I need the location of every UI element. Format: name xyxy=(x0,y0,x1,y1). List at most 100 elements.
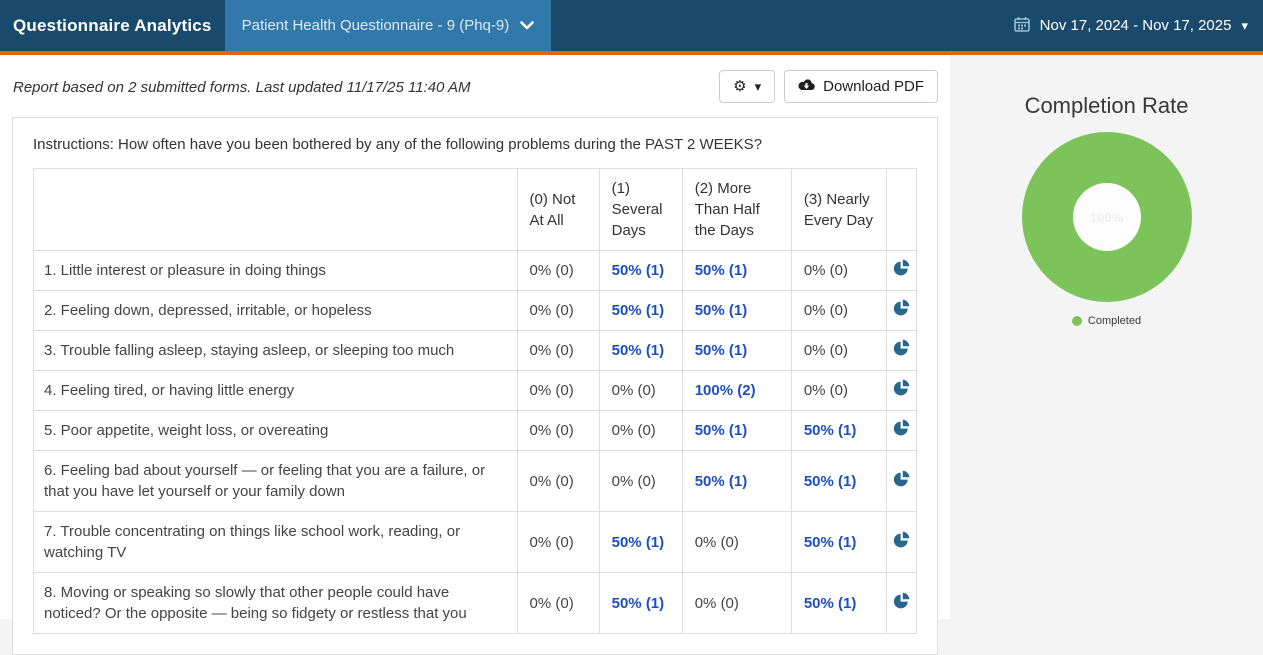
value-cell[interactable]: 50% (1) xyxy=(681,410,792,451)
column-header-not-at-all: (0) Not At All xyxy=(516,168,600,251)
completion-rate-panel: Completion Rate 100% Completed xyxy=(950,55,1263,619)
results-table: (0) Not At All (1) Several Days (2) More… xyxy=(33,168,918,634)
question-cell: 6. Feeling bad about yourself — or feeli… xyxy=(33,450,518,512)
table-row: 8. Moving or speaking so slowly that oth… xyxy=(33,572,918,634)
column-header-several-days: (1) Several Days xyxy=(598,168,683,251)
question-cell: 4. Feeling tired, or having little energ… xyxy=(33,370,518,411)
value-cell[interactable]: 0% (0) xyxy=(598,410,683,451)
table-row: 6. Feeling bad about yourself — or feeli… xyxy=(33,450,918,512)
value-cell[interactable]: 50% (1) xyxy=(681,330,792,371)
value-cell[interactable]: 50% (1) xyxy=(598,250,683,291)
row-pie-chart-button[interactable] xyxy=(885,370,918,411)
value-cell[interactable]: 50% (1) xyxy=(681,290,792,331)
value-cell[interactable]: 0% (0) xyxy=(790,250,887,291)
value-cell[interactable]: 50% (1) xyxy=(790,410,887,451)
questionnaire-selector-label: Patient Health Questionnaire - 9 (Phq-9) xyxy=(241,17,510,34)
chevron-down-icon xyxy=(520,17,535,34)
value-cell[interactable]: 0% (0) xyxy=(681,572,792,634)
completion-rate-donut-chart[interactable]: 100% xyxy=(1021,132,1192,302)
question-column-header xyxy=(33,168,518,251)
value-cell[interactable]: 0% (0) xyxy=(598,450,683,512)
row-pie-chart-button[interactable] xyxy=(885,250,918,291)
cloud-download-icon xyxy=(798,78,815,95)
table-row: 3. Trouble falling asleep, staying aslee… xyxy=(33,330,918,371)
settings-button[interactable]: ⚙ ▾ xyxy=(719,70,776,103)
pie-chart-icon xyxy=(893,339,910,360)
value-cell[interactable]: 0% (0) xyxy=(516,330,600,371)
value-cell[interactable]: 50% (1) xyxy=(598,511,683,573)
download-pdf-button[interactable]: Download PDF xyxy=(784,70,938,103)
value-cell[interactable]: 0% (0) xyxy=(516,410,600,451)
row-pie-chart-button[interactable] xyxy=(885,410,918,451)
pie-chart-icon xyxy=(893,419,910,440)
questionnaire-report-card: Instructions: How often have you been bo… xyxy=(12,117,938,655)
value-cell[interactable]: 0% (0) xyxy=(516,511,600,573)
caret-down-icon: ▾ xyxy=(1241,18,1248,33)
app-title: Questionnaire Analytics xyxy=(13,15,212,35)
report-summary: Report based on 2 submitted forms. Last … xyxy=(13,79,471,96)
value-cell[interactable]: 100% (2) xyxy=(681,370,792,411)
calendar-icon xyxy=(1013,16,1030,36)
table-header-row: (0) Not At All (1) Several Days (2) More… xyxy=(33,168,918,251)
table-row: 1. Little interest or pleasure in doing … xyxy=(33,250,918,291)
header-spacer xyxy=(551,0,998,51)
value-cell[interactable]: 0% (0) xyxy=(516,290,600,331)
row-pie-chart-button[interactable] xyxy=(885,450,918,512)
pie-chart-icon xyxy=(893,299,910,320)
value-cell[interactable]: 50% (1) xyxy=(681,450,792,512)
pie-chart-icon xyxy=(893,259,910,280)
value-cell[interactable]: 50% (1) xyxy=(790,450,887,512)
date-range-picker[interactable]: Nov 17, 2024 - Nov 17, 2025 ▾ xyxy=(999,0,1263,51)
questionnaire-selector[interactable]: Patient Health Questionnaire - 9 (Phq-9) xyxy=(224,0,552,51)
value-cell[interactable]: 0% (0) xyxy=(516,370,600,411)
row-pie-chart-button[interactable] xyxy=(885,572,918,634)
value-cell[interactable]: 50% (1) xyxy=(598,290,683,331)
table-row: 7. Trouble concentrating on things like … xyxy=(33,511,918,573)
value-cell[interactable]: 0% (0) xyxy=(516,450,600,512)
row-pie-chart-button[interactable] xyxy=(885,290,918,331)
main-content: Report based on 2 submitted forms. Last … xyxy=(0,55,950,655)
table-row: 2. Feeling down, depressed, irritable, o… xyxy=(33,290,918,331)
value-cell[interactable]: 50% (1) xyxy=(681,250,792,291)
table-row: 4. Feeling tired, or having little energ… xyxy=(33,370,918,411)
value-cell[interactable]: 0% (0) xyxy=(790,290,887,331)
value-cell[interactable]: 0% (0) xyxy=(516,250,600,291)
pie-chart-icon xyxy=(893,379,910,400)
value-cell[interactable]: 50% (1) xyxy=(598,572,683,634)
question-cell: 3. Trouble falling asleep, staying aslee… xyxy=(33,330,518,371)
value-cell[interactable]: 50% (1) xyxy=(790,511,887,573)
value-cell[interactable]: 0% (0) xyxy=(598,370,683,411)
table-row: 5. Poor appetite, weight loss, or overea… xyxy=(33,410,918,451)
caret-down-icon: ▾ xyxy=(754,79,762,94)
value-cell[interactable]: 0% (0) xyxy=(790,370,887,411)
app-header: Questionnaire Analytics Patient Health Q… xyxy=(0,0,1263,55)
donut-legend: Completed xyxy=(1071,315,1142,327)
completion-rate-title: Completion Rate xyxy=(1024,93,1189,118)
row-pie-chart-button[interactable] xyxy=(885,511,918,573)
pie-chart-icon xyxy=(893,592,910,613)
pie-chart-icon xyxy=(893,470,910,491)
date-range-label: Nov 17, 2024 - Nov 17, 2025 xyxy=(1039,17,1232,34)
pie-chart-icon xyxy=(893,531,910,552)
gear-icon: ⚙ xyxy=(733,78,747,95)
question-cell: 8. Moving or speaking so slowly that oth… xyxy=(33,572,518,634)
download-pdf-label: Download PDF xyxy=(823,78,924,95)
question-cell: 1. Little interest or pleasure in doing … xyxy=(33,250,518,291)
value-cell[interactable]: 0% (0) xyxy=(516,572,600,634)
column-header-nearly-every-day: (3) Nearly Every Day xyxy=(790,168,887,251)
question-cell: 2. Feeling down, depressed, irritable, o… xyxy=(33,290,518,331)
row-pie-chart-button[interactable] xyxy=(885,330,918,371)
table-body: 1. Little interest or pleasure in doing … xyxy=(33,250,918,634)
instructions-text: Instructions: How often have you been bo… xyxy=(33,136,763,153)
row-chart-column-header xyxy=(885,168,918,251)
question-cell: 7. Trouble concentrating on things like … xyxy=(33,511,518,573)
column-header-more-than-half: (2) More Than Half the Days xyxy=(681,168,792,251)
value-cell[interactable]: 0% (0) xyxy=(681,511,792,573)
legend-completed-label: Completed xyxy=(1087,315,1142,327)
value-cell[interactable]: 0% (0) xyxy=(790,330,887,371)
value-cell[interactable]: 50% (1) xyxy=(790,572,887,634)
value-cell[interactable]: 50% (1) xyxy=(598,330,683,371)
toolbar: Report based on 2 submitted forms. Last … xyxy=(13,70,938,103)
question-cell: 5. Poor appetite, weight loss, or overea… xyxy=(33,410,518,451)
legend-completed-swatch xyxy=(1071,316,1082,326)
